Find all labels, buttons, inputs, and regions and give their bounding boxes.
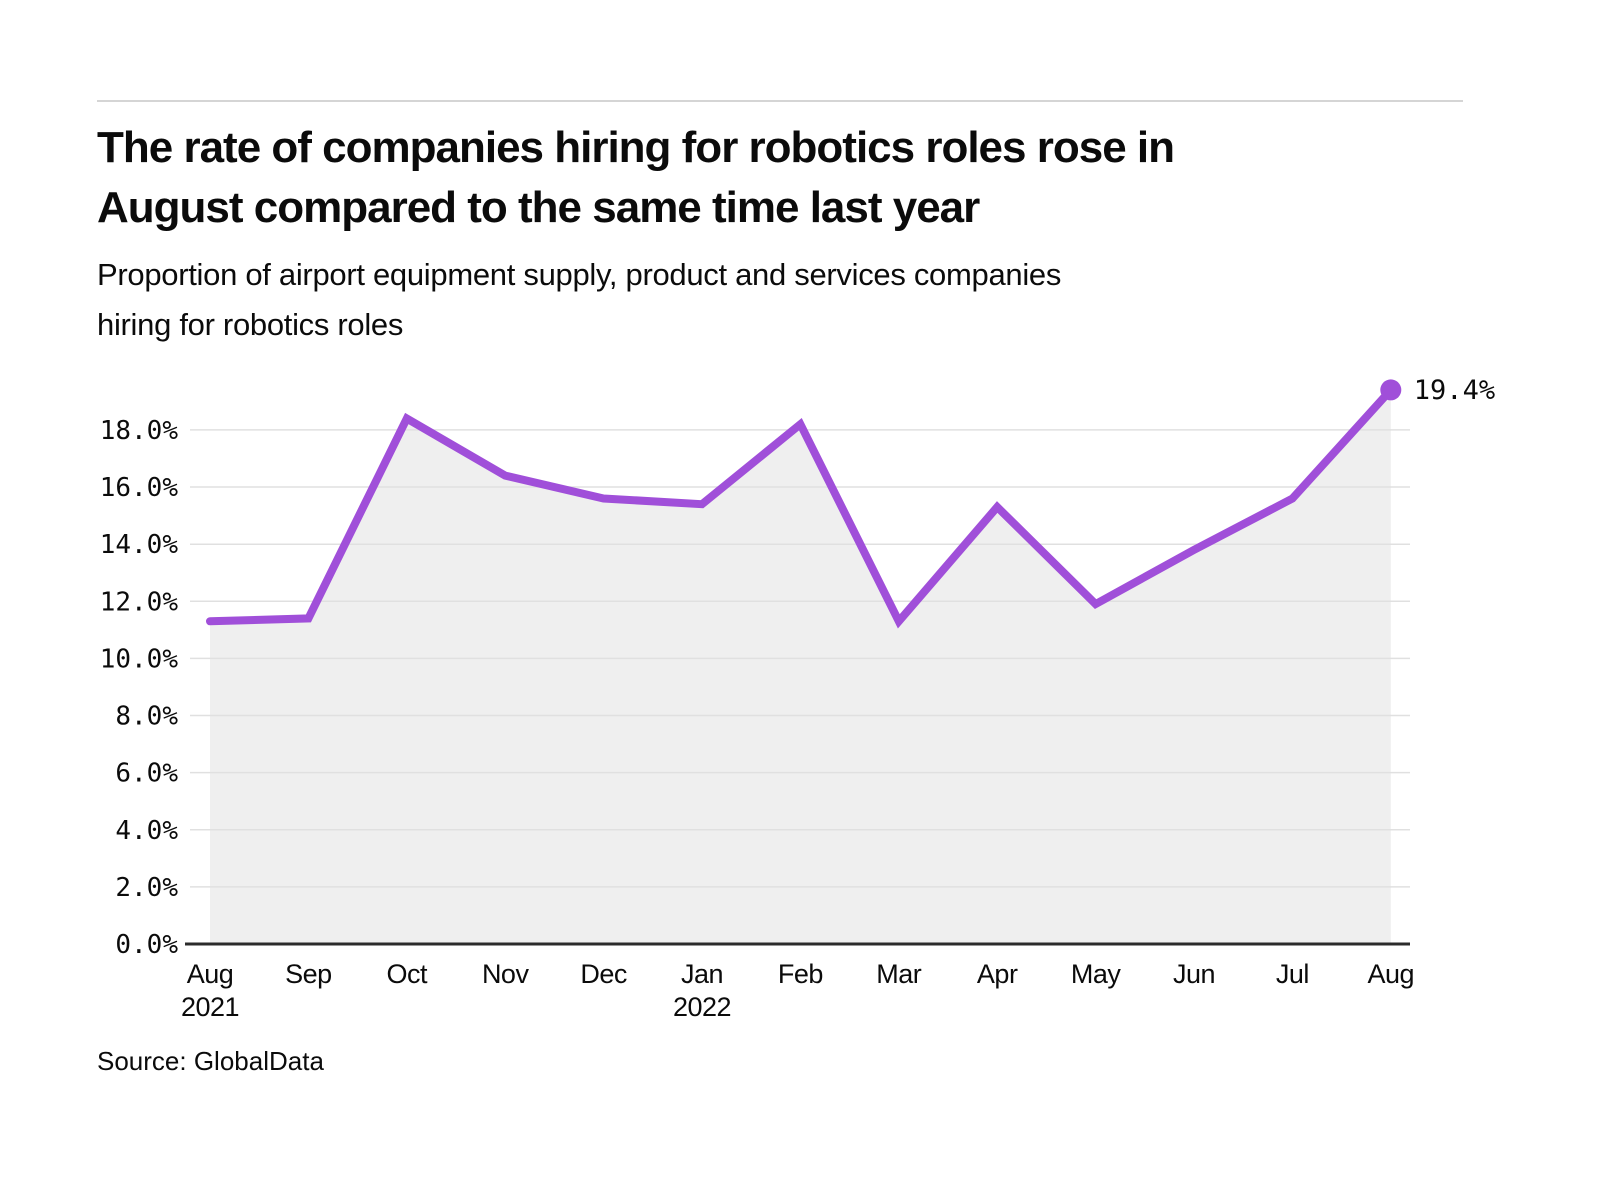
x-tick-label: Nov: [482, 959, 530, 989]
y-tick-label: 0.0%: [115, 930, 178, 960]
y-tick-label: 4.0%: [115, 816, 178, 846]
trend-line: [206, 385, 1395, 629]
x-tick-label: Oct: [387, 959, 429, 989]
x-tick-label: Dec: [580, 959, 627, 989]
chart-headline: The rate of companies hiring for robotic…: [97, 118, 1517, 238]
y-tick-label: 8.0%: [115, 702, 178, 732]
source-credit: Source: GlobalData: [97, 1046, 324, 1076]
chart-subtitle-line1: Proportion of airport equipment supply, …: [97, 257, 1062, 292]
y-tick-label: 6.0%: [115, 759, 178, 789]
x-tick-label: Feb: [778, 959, 823, 989]
end-point-label: 19.4%: [1414, 375, 1495, 406]
x-tick-label: May: [1071, 959, 1122, 989]
chart-subtitle-line2: hiring for robotics roles: [97, 307, 404, 342]
x-tick-label: Aug: [1368, 959, 1415, 989]
x-tick-label: Jul: [1276, 959, 1309, 989]
chart-subtitle: Proportion of airport equipment supply, …: [97, 250, 1517, 350]
x-tick-label: Apr: [977, 959, 1018, 989]
end-point-marker: [1380, 379, 1402, 401]
x-tick-label: Mar: [876, 959, 922, 989]
y-tick-label: 16.0%: [100, 473, 179, 503]
y-tick-label: 10.0%: [100, 644, 179, 674]
y-tick-label: 2.0%: [115, 873, 178, 903]
y-tick-label: 18.0%: [100, 416, 179, 446]
x-year-label: 2021: [181, 992, 239, 1020]
y-tick-label: 12.0%: [100, 587, 179, 617]
hiring-rate-line-chart: 0.0% 2.0% 4.0% 6.0% 8.0% 10.0% 12.0% 14.0% 16.0%…: [100, 375, 1495, 1020]
chart-headline-line1: The rate of companies hiring for robotic…: [97, 123, 1175, 172]
top-divider-rule: [97, 100, 1463, 102]
chart-headline-line2: August compared to the same time last ye…: [97, 183, 980, 232]
x-tick-label: Aug: [187, 959, 234, 989]
area-fill: [210, 389, 1391, 944]
x-tick-label: Jan: [681, 959, 723, 989]
x-tick-label: Jun: [1173, 959, 1215, 989]
x-tick-label: Sep: [285, 959, 332, 989]
x-year-label: 2022: [673, 992, 731, 1020]
y-tick-label: 14.0%: [100, 530, 179, 560]
